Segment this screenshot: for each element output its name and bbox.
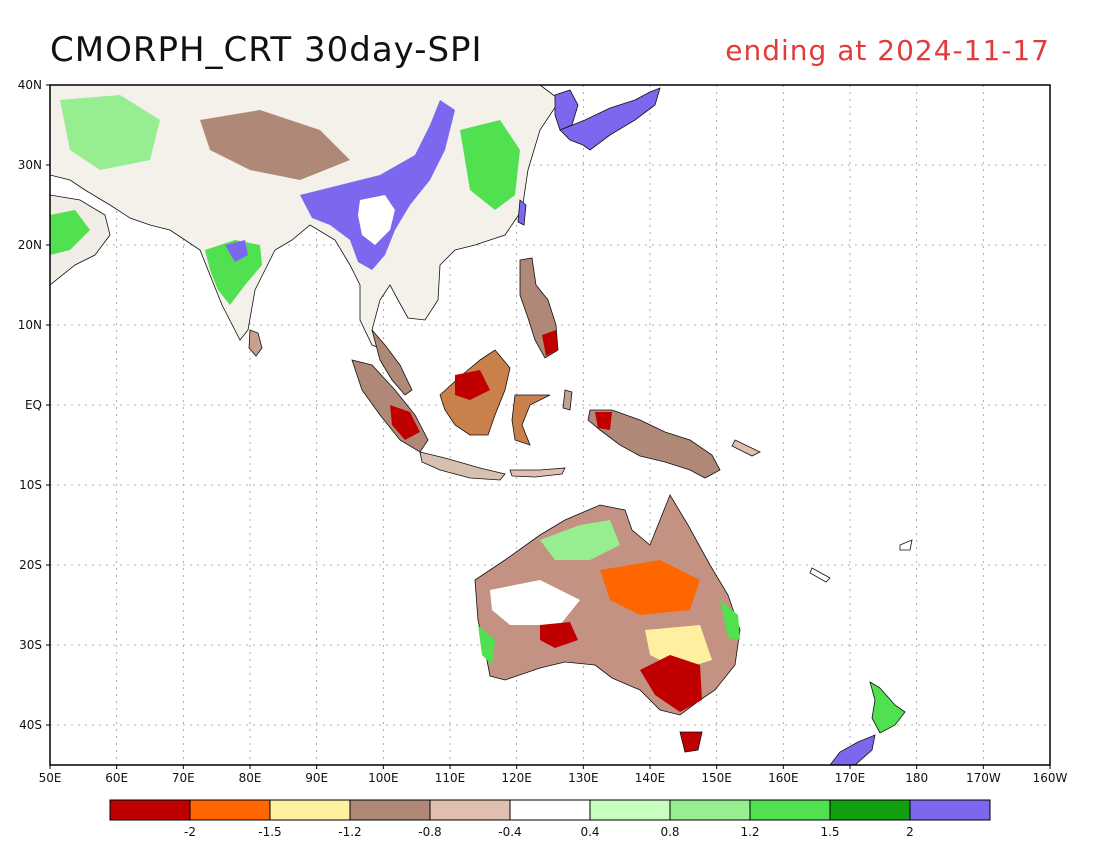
lon-label: 130E bbox=[568, 771, 599, 785]
land-lesser-sunda bbox=[509, 467, 566, 478]
lon-label: 160W bbox=[1033, 771, 1068, 785]
lon-label: 160E bbox=[768, 771, 799, 785]
land-maluku bbox=[562, 389, 573, 411]
legend-swatch bbox=[829, 799, 911, 821]
legend-swatch bbox=[429, 799, 511, 821]
patch-newguinea-dry bbox=[595, 412, 612, 430]
legend-label: -0.4 bbox=[498, 825, 521, 839]
patch-india-wet bbox=[225, 240, 248, 262]
land-new-caledonia bbox=[809, 567, 831, 583]
legend-swatch bbox=[909, 799, 991, 821]
land-taiwan bbox=[517, 199, 527, 226]
map-subtitle: ending at 2024-11-17 bbox=[725, 34, 1050, 67]
land-new-guinea bbox=[587, 409, 721, 479]
lat-label: EQ bbox=[25, 398, 42, 412]
lat-label: 20S bbox=[19, 558, 42, 572]
land-japan bbox=[559, 87, 661, 151]
patch-arabia-green bbox=[50, 210, 90, 255]
map-title: CMORPH_CRT 30day-SPI bbox=[50, 30, 483, 70]
land-malay-peninsula bbox=[371, 329, 413, 396]
color-legend: -2 -1.5 -1.2 -0.8 -0.4 0.4 0.8 1.2 1.5 2 bbox=[109, 799, 991, 839]
legend-swatch bbox=[589, 799, 671, 821]
lon-label: 80E bbox=[239, 771, 262, 785]
lat-label: 40N bbox=[18, 78, 42, 92]
land-korea bbox=[554, 89, 579, 131]
lon-label: 90E bbox=[305, 771, 328, 785]
patch-aus-yellow bbox=[645, 625, 712, 670]
patch-india-green bbox=[205, 240, 262, 305]
lat-label: 10N bbox=[18, 318, 42, 332]
legend-label: 1.2 bbox=[740, 825, 759, 839]
patch-central-asia-green bbox=[60, 95, 160, 170]
legend-swatch bbox=[669, 799, 751, 821]
legend-label: 0.4 bbox=[580, 825, 599, 839]
patch-aus-sw-dry bbox=[540, 622, 578, 648]
legend-swatch bbox=[749, 799, 831, 821]
map-frame bbox=[49, 84, 1051, 766]
lon-label: 170W bbox=[966, 771, 1001, 785]
lon-label: 150E bbox=[701, 771, 732, 785]
land-fiji bbox=[899, 539, 913, 551]
legend-label: -1.5 bbox=[258, 825, 281, 839]
lon-label: 120E bbox=[501, 771, 532, 785]
land-nz-south bbox=[829, 734, 876, 765]
lat-label: 30S bbox=[19, 638, 42, 652]
patch-yunnan-white bbox=[358, 195, 395, 245]
patch-tibet-brown bbox=[200, 110, 350, 180]
legend-label: 0.8 bbox=[660, 825, 679, 839]
land-java bbox=[419, 451, 506, 481]
lon-label: 140E bbox=[635, 771, 666, 785]
legend-swatch bbox=[269, 799, 351, 821]
lon-label: 70E bbox=[172, 771, 195, 785]
legend-label: 2 bbox=[906, 825, 914, 839]
lon-label: 60E bbox=[105, 771, 128, 785]
legend-swatch bbox=[189, 799, 271, 821]
patch-borneo-dry bbox=[455, 370, 490, 400]
legend-label: 1.5 bbox=[820, 825, 839, 839]
legend-swatch bbox=[509, 799, 591, 821]
lon-label: 170E bbox=[835, 771, 866, 785]
lon-label: 180 bbox=[905, 771, 928, 785]
lat-label: 30N bbox=[18, 158, 42, 172]
patch-mindanao-dry bbox=[542, 330, 558, 356]
land-layer bbox=[50, 85, 913, 765]
lat-label: 40S bbox=[19, 718, 42, 732]
land-nz-north bbox=[869, 681, 906, 734]
lon-label: 110E bbox=[435, 771, 466, 785]
lon-label: 50E bbox=[39, 771, 62, 785]
lat-label: 10S bbox=[19, 478, 42, 492]
patch-china-coast-green bbox=[460, 120, 520, 210]
land-solomon bbox=[731, 439, 761, 457]
patch-aus-central-orange bbox=[600, 560, 700, 615]
land-tasmania bbox=[679, 731, 703, 753]
lon-label: 100E bbox=[368, 771, 399, 785]
land-sulawesi bbox=[511, 394, 551, 446]
patch-aus-se-dry bbox=[640, 655, 702, 712]
patch-aus-west-green bbox=[478, 625, 495, 665]
patch-sumatra-dry bbox=[390, 405, 420, 440]
patch-indochina-wet bbox=[300, 100, 455, 270]
patch-aus-north-green bbox=[540, 520, 620, 560]
legend-label: -1.2 bbox=[338, 825, 361, 839]
lat-label: 20N bbox=[18, 238, 42, 252]
legend-swatch bbox=[109, 799, 191, 821]
legend-label: -2 bbox=[184, 825, 196, 839]
legend-label: -0.8 bbox=[418, 825, 441, 839]
patch-aus-east-green bbox=[720, 600, 740, 640]
patch-aus-white bbox=[490, 580, 580, 625]
longitude-axis: 50E 60E 70E 80E 90E 100E 110E 120E 130E 140E 150E 1… bbox=[39, 765, 1068, 785]
legend-swatch bbox=[349, 799, 431, 821]
spi-anomaly-patches bbox=[50, 95, 740, 712]
latitude-axis: 40N 30N 20N 10N EQ 10S 20S 30S 40S bbox=[18, 78, 50, 732]
land-sri-lanka bbox=[248, 329, 263, 357]
